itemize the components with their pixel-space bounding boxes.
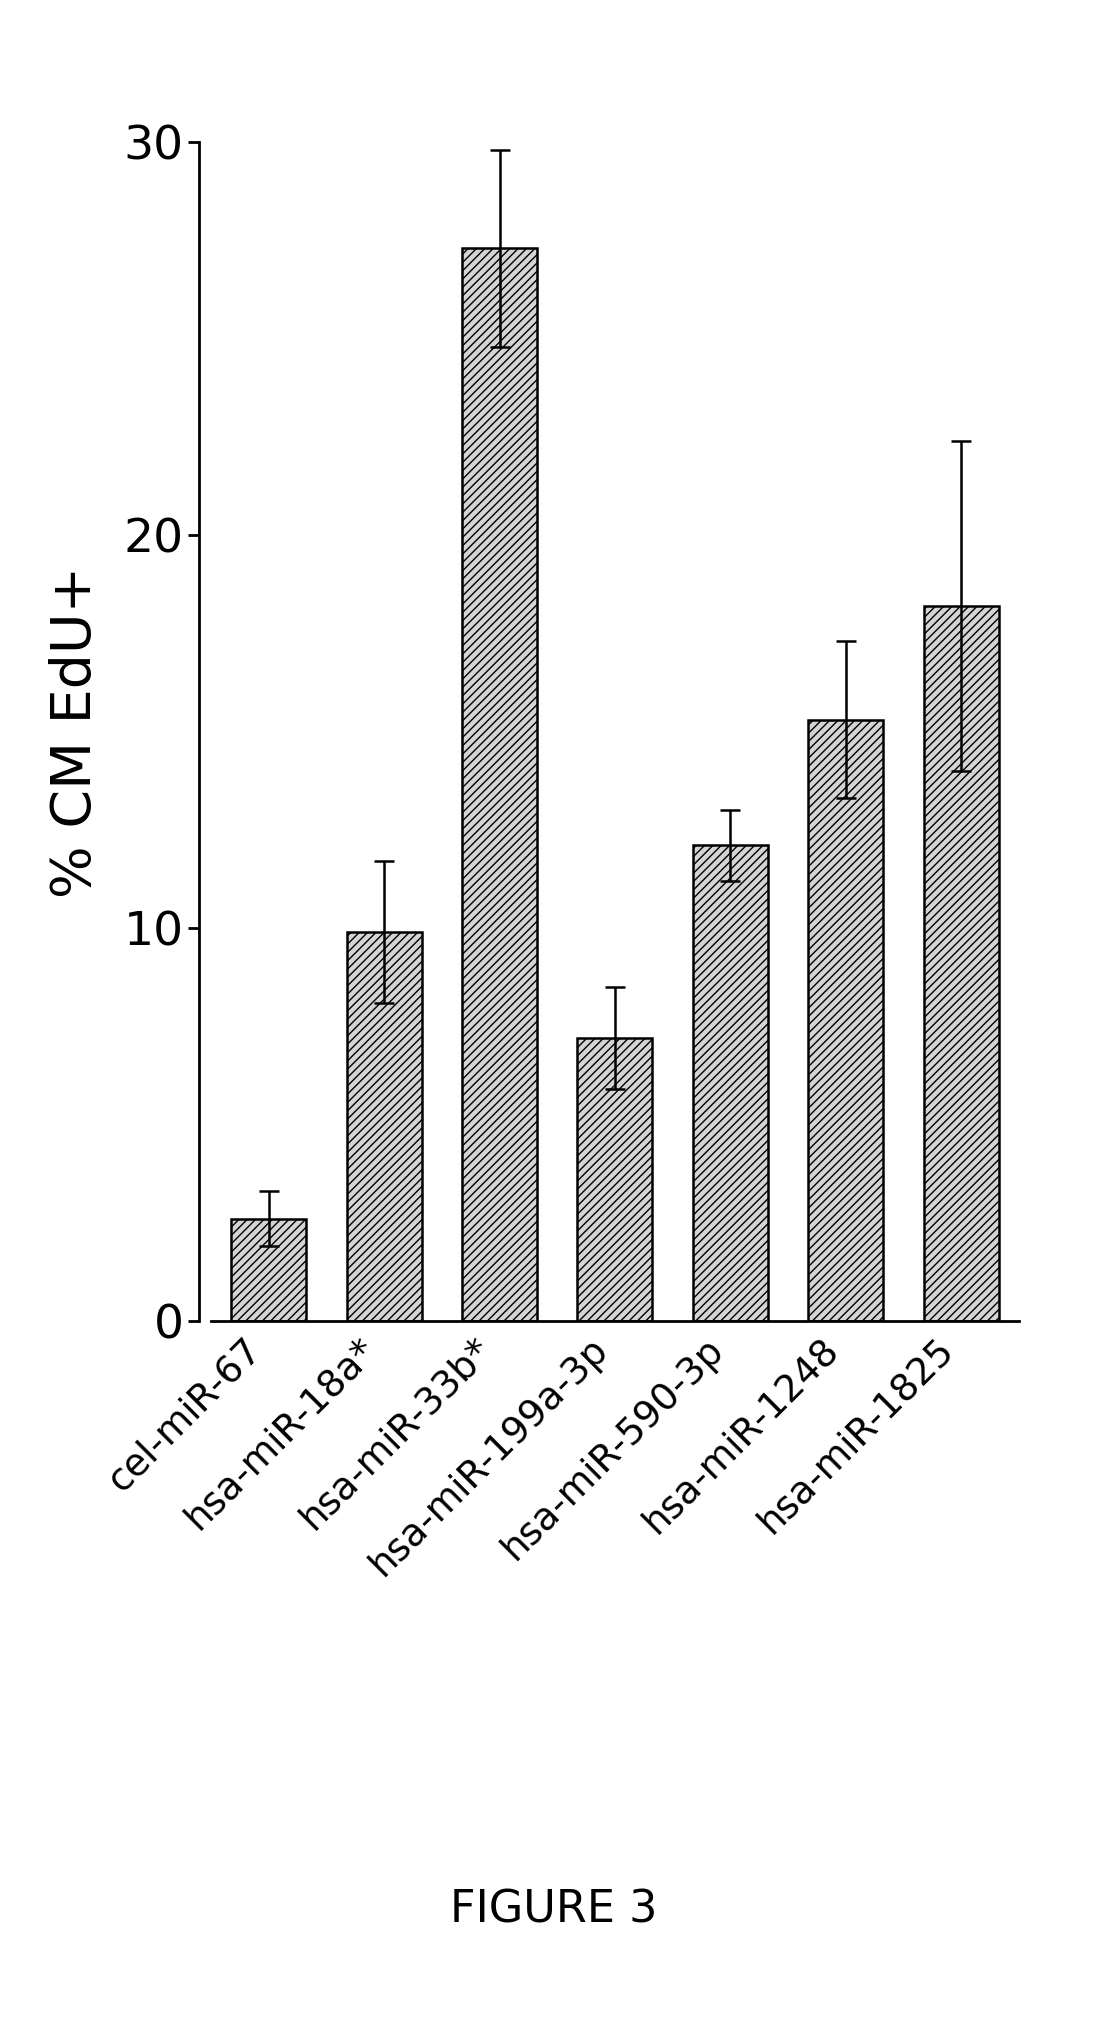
Bar xyxy=(924,606,998,1321)
Text: hsa-miR-1248: hsa-miR-1248 xyxy=(636,1331,845,1540)
Y-axis label: % CM EdU+: % CM EdU+ xyxy=(49,565,103,898)
Text: hsa-miR-590-3p: hsa-miR-590-3p xyxy=(494,1331,730,1567)
Bar xyxy=(692,845,768,1321)
Bar xyxy=(577,1038,653,1321)
Text: hsa-miR-199a-3p: hsa-miR-199a-3p xyxy=(363,1331,615,1583)
Text: hsa-miR-33b*: hsa-miR-33b* xyxy=(294,1331,500,1536)
Bar xyxy=(808,719,883,1321)
Bar xyxy=(232,1219,306,1321)
Text: hsa-miR-1825: hsa-miR-1825 xyxy=(752,1331,961,1540)
Bar xyxy=(462,248,537,1321)
Bar xyxy=(347,933,422,1321)
Text: cel-miR-67: cel-miR-67 xyxy=(101,1331,268,1498)
Text: FIGURE 3: FIGURE 3 xyxy=(450,1888,658,1932)
Text: hsa-miR-18a*: hsa-miR-18a* xyxy=(178,1331,384,1536)
